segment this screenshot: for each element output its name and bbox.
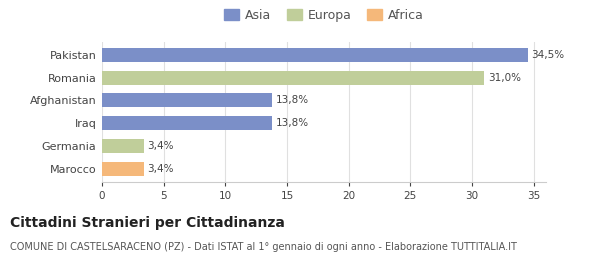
Text: 3,4%: 3,4% <box>148 141 174 151</box>
Bar <box>102 93 272 107</box>
Text: COMUNE DI CASTELSARACENO (PZ) - Dati ISTAT al 1° gennaio di ogni anno - Elaboraz: COMUNE DI CASTELSARACENO (PZ) - Dati IST… <box>10 242 517 252</box>
Bar <box>102 71 484 85</box>
Text: 34,5%: 34,5% <box>531 50 565 60</box>
Bar <box>102 161 144 176</box>
Text: 13,8%: 13,8% <box>276 118 309 128</box>
Bar <box>102 48 527 62</box>
Bar <box>102 116 272 130</box>
Text: 13,8%: 13,8% <box>276 95 309 106</box>
Text: 31,0%: 31,0% <box>488 73 521 83</box>
Legend: Asia, Europa, Africa: Asia, Europa, Africa <box>221 6 427 24</box>
Bar <box>102 139 144 153</box>
Text: Cittadini Stranieri per Cittadinanza: Cittadini Stranieri per Cittadinanza <box>10 216 285 230</box>
Text: 3,4%: 3,4% <box>148 164 174 174</box>
